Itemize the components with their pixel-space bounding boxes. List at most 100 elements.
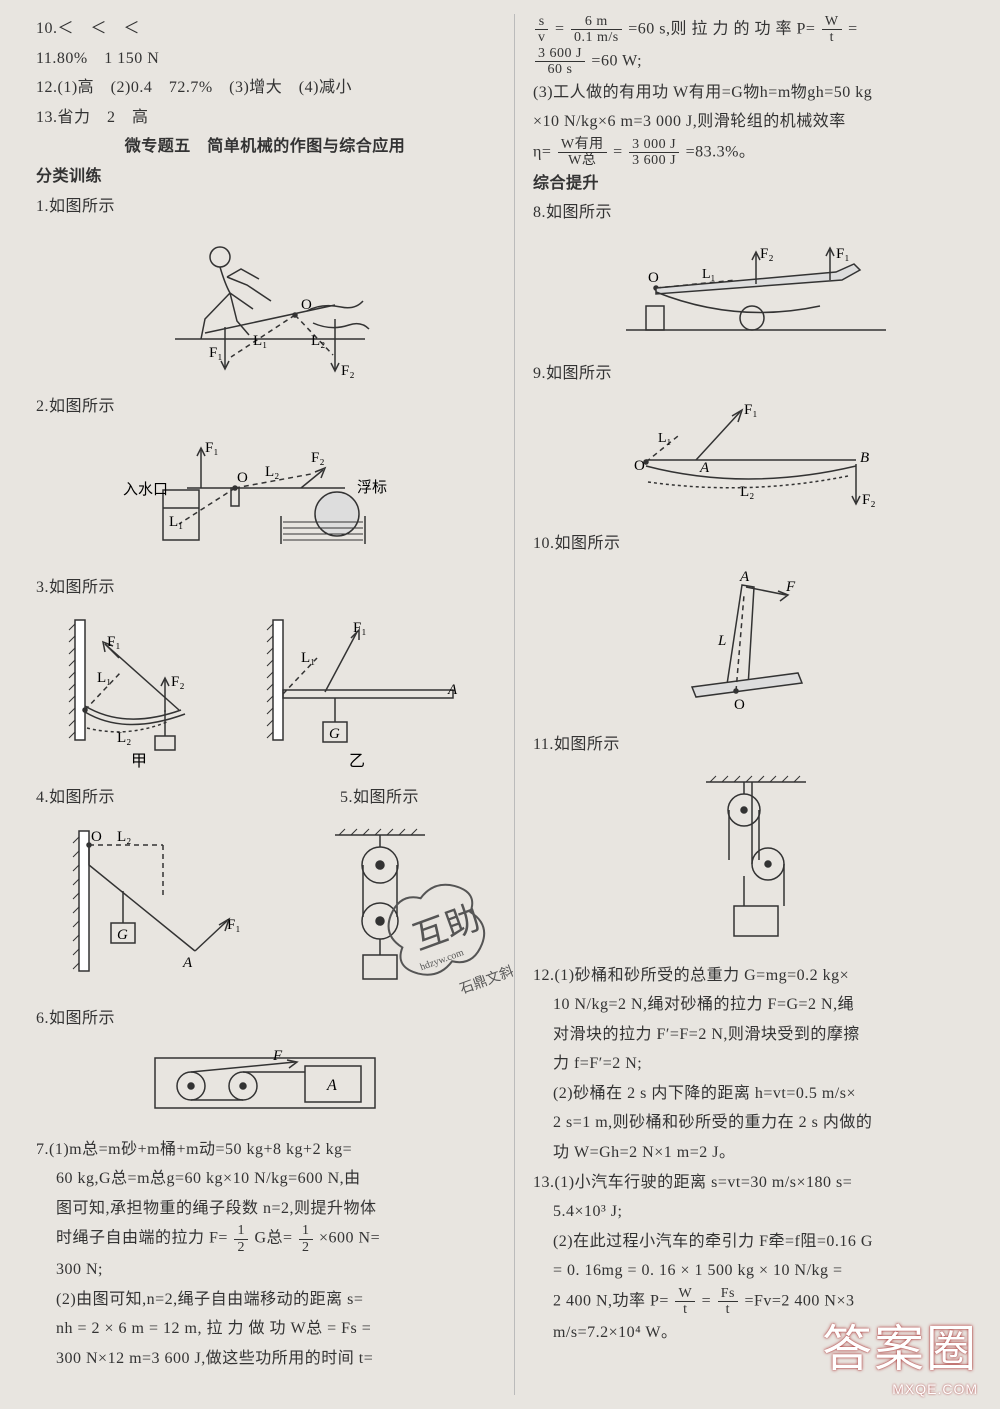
q1-label: 1.如图所示 [36, 192, 494, 222]
q7-c: 图可知,承担物重的绳子段数 n=2,则提升物体 [36, 1194, 494, 1224]
figure-3: F₁ L₁ F₂ L₂ 甲 [36, 610, 494, 775]
frac: 6 m0.1 m/s [571, 14, 622, 46]
lbl-F: F [272, 1048, 283, 1064]
r4: η= W有用W总 = 3 000 J3 600 J =83.3%。 [533, 137, 980, 169]
figure-6: F A [36, 1042, 494, 1127]
lbl-F2: F₂ [311, 450, 325, 466]
txt: η= [533, 143, 551, 160]
lbl-L2: L₂ [265, 464, 279, 480]
r1: 3 600 J60 s =60 W; [533, 46, 980, 78]
q12-b: 10 N/kg=2 N,绳对砂桶的拉力 F=G=2 N,绳 [533, 990, 980, 1020]
q7d-post: ×600 N= [319, 1230, 380, 1247]
lbl-A: A [699, 460, 710, 476]
txt: =60 W; [591, 52, 642, 69]
frac: W有用W总 [558, 137, 607, 169]
lbl-F: F [785, 579, 796, 595]
q5-label: 5.如图所示 [265, 783, 494, 813]
q12-a: 12.(1)砂桶和砂所受的总重力 G=mg=0.2 kg× [533, 961, 980, 991]
ans-11: 11.80% 1 150 N [36, 44, 494, 74]
lbl-L: L [717, 633, 726, 649]
q13-f: m/s=7.2×10⁴ W。 [533, 1318, 980, 1348]
txt: =83.3%。 [686, 143, 756, 160]
fig3-svg: F₁ L₁ F₂ L₂ 甲 [55, 610, 475, 770]
eq: = [613, 143, 623, 160]
ans-13: 13.省力 2 高 [36, 103, 494, 133]
cap-yi: 乙 [349, 753, 365, 770]
lbl-O: O [734, 697, 745, 713]
frac: 12 [299, 1223, 313, 1255]
q12-g: 功 W=Gh=2 N×1 m=2 J。 [533, 1138, 980, 1168]
q4-label: 4.如图所示 [36, 783, 265, 813]
lbl-B: B [860, 450, 869, 466]
r0: sv = 6 m0.1 m/s =60 s,则 拉 力 的 功 率 P= Wt … [533, 14, 980, 46]
q12-e: (2)砂桶在 2 s 内下降的距离 h=vt=0.5 m/s× [533, 1079, 980, 1109]
q13-e: 2 400 N,功率 P= Wt = Fst =Fv=2 400 N×3 [533, 1286, 980, 1318]
lbl-F1: F₁ [744, 402, 758, 418]
lbl-G: G [117, 927, 128, 943]
lbl-F1: F₁ [353, 620, 367, 636]
lbl-L2: L₂ [117, 730, 131, 746]
q7d-pre: 时绳子自由端的拉力 F= [56, 1230, 228, 1247]
figure-11 [533, 768, 980, 953]
q3-label: 3.如图所示 [36, 573, 494, 603]
lbl-L1: L₁ [169, 514, 183, 530]
lbl-F1: F₁ [209, 345, 223, 361]
eq: = [555, 21, 565, 38]
lbl-L2: L₂ [117, 829, 131, 845]
q7-d: 时绳子自由端的拉力 F= 12 G总= 12 ×600 N= [36, 1223, 494, 1255]
q2-label: 2.如图所示 [36, 392, 494, 422]
lbl-F2: F₂ [171, 674, 185, 690]
figure-9: O L₁ A F₁ L₂ B F₂ [533, 396, 980, 521]
frac: 3 600 J60 s [535, 46, 585, 78]
lbl-L2: L₂ [311, 333, 325, 349]
q7-h: 300 N×12 m=3 600 J,做这些功所用的时间 t= [36, 1344, 494, 1374]
fig10-svg: A F L O [656, 567, 856, 717]
fig9-svg: O L₁ A F₁ L₂ B F₂ [606, 396, 906, 516]
fig45-svg: O L₂ G A F₁ [55, 821, 475, 991]
eq: = [848, 21, 858, 38]
lbl-G: G [329, 726, 340, 742]
lbl-F2: F₂ [760, 246, 774, 262]
lbl-F1: F₁ [227, 917, 241, 933]
q13-d: = 0. 16mg = 0. 16 × 1 500 kg × 10 N/kg = [533, 1256, 980, 1286]
ans-12: 12.(1)高 (2)0.4 72.7% (3)增大 (4)减小 [36, 73, 494, 103]
frac: 3 000 J3 600 J [629, 137, 679, 169]
lbl-A: A [182, 955, 193, 971]
q8-label: 8.如图所示 [533, 198, 980, 228]
frac: Fst [718, 1286, 738, 1318]
lbl-O: O [301, 297, 312, 313]
figure-8: O F₂ F₁ L₁ [533, 236, 980, 351]
fig11-svg [686, 768, 826, 948]
cap-jia: 甲 [131, 753, 147, 770]
fig6-svg: F A [135, 1042, 395, 1122]
lbl-O: O [91, 829, 102, 845]
lbl-inlet: 入水口 [123, 481, 168, 498]
lbl-A: A [739, 569, 750, 585]
fig1-svg: F₁ L₁ L₂ O F₂ [135, 229, 395, 379]
r2: (3)工人做的有用功 W有用=G物h=m物gh=50 kg [533, 78, 980, 108]
frac: sv [535, 14, 549, 46]
lbl-L1: L₁ [702, 267, 715, 282]
lbl-F2: F₂ [862, 492, 876, 508]
q11-label: 11.如图所示 [533, 730, 980, 760]
figure-10: A F L O [533, 567, 980, 722]
txt: =60 s,则 拉 力 的 功 率 P= [628, 21, 815, 38]
lbl-O: O [237, 470, 248, 486]
frac: 12 [234, 1223, 248, 1255]
ans-10: 10.＜ ＜ ＜ [36, 14, 494, 44]
q7-f: (2)由图可知,n=2,绳子自由端移动的距离 s= [36, 1285, 494, 1315]
section-title: 微专题五 简单机械的作图与综合应用 [36, 132, 494, 162]
q9-label: 9.如图所示 [533, 359, 980, 389]
q6-label: 6.如图所示 [36, 1004, 494, 1034]
lbl-F2: F₂ [341, 363, 355, 379]
q10-label: 10.如图所示 [533, 529, 980, 559]
lbl-L1: L₁ [97, 670, 111, 686]
subsection-2: 综合提升 [533, 169, 980, 199]
lbl-L1: L₁ [301, 650, 315, 666]
q7-g: nh = 2 × 6 m = 12 m, 拉 力 做 功 W总 = Fs = [36, 1314, 494, 1344]
lbl-F1: F₁ [836, 246, 850, 262]
q12-f: 2 s=1 m,则砂桶和砂所受的重力在 2 s 内做的 [533, 1108, 980, 1138]
r3: ×10 N/kg×6 m=3 000 J,则滑轮组的机械效率 [533, 107, 980, 137]
lbl-F1: F₁ [107, 634, 121, 650]
lbl-A: A [326, 1077, 337, 1094]
